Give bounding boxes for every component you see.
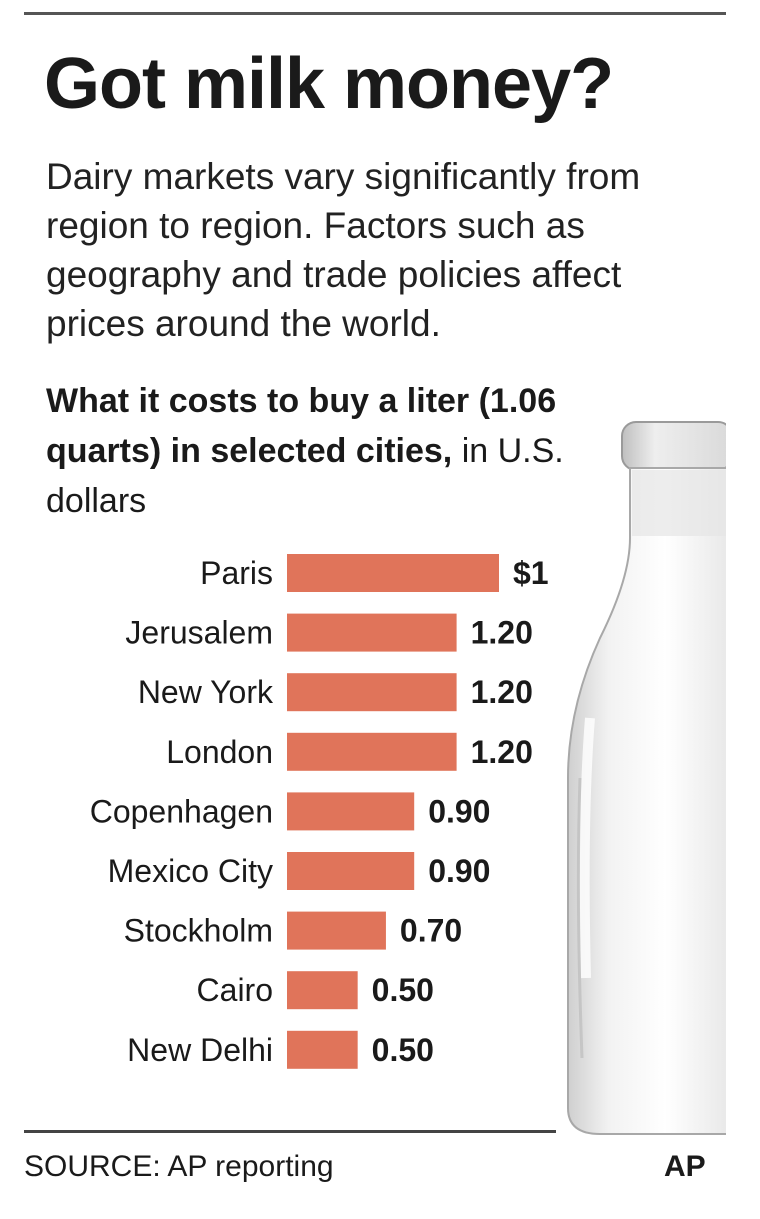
bar [287,911,386,950]
category-label: Stockholm [124,913,273,949]
value-label: 1.20 [471,734,533,770]
value-label: 0.70 [400,913,462,949]
bar [287,971,358,1010]
value-label: 1.20 [471,674,533,710]
milk-bottle-illustration [567,421,726,1135]
bar [287,852,415,890]
bar [287,673,457,712]
chart-heading-bold: What it costs to buy a liter (1.06 quart… [46,382,557,470]
category-label: Cairo [197,972,273,1008]
bar [287,554,499,592]
value-label: 0.90 [428,853,490,889]
value-label: $1 [513,555,549,591]
bar [287,732,457,771]
value-label: 1.20 [471,615,533,651]
top-rule [24,12,726,15]
bar [287,792,415,831]
value-label: 0.50 [372,972,434,1008]
value-label: 0.90 [428,793,490,829]
bar [287,1030,358,1069]
subtitle: Dairy markets vary significantly from re… [46,156,641,344]
bar-chart: Paris $1 Jerusalem 1.20 New York 1.20 London 1.… [90,554,549,1069]
bottom-rule [24,1130,556,1133]
category-label: London [166,734,273,770]
category-label: Mexico City [108,853,273,889]
credit-logo: AP [664,1150,706,1183]
chart-heading: What it costs to buy a liter (1.06 quart… [46,376,586,526]
category-label: Jerusalem [125,615,273,651]
category-label: Copenhagen [90,793,273,829]
page-title: Got milk money? [44,44,614,124]
category-label: New York [138,674,274,710]
category-label: Paris [200,555,273,591]
category-label: New Delhi [127,1032,273,1068]
chart-heading-unit: in U.S. dollars [46,432,564,520]
source-note: SOURCE: AP reporting [24,1150,334,1183]
bar [287,613,457,652]
chart-area: Paris $1 Jerusalem 1.20 New York 1.20 London 1.… [0,540,600,1100]
value-label: 0.50 [372,1032,434,1068]
